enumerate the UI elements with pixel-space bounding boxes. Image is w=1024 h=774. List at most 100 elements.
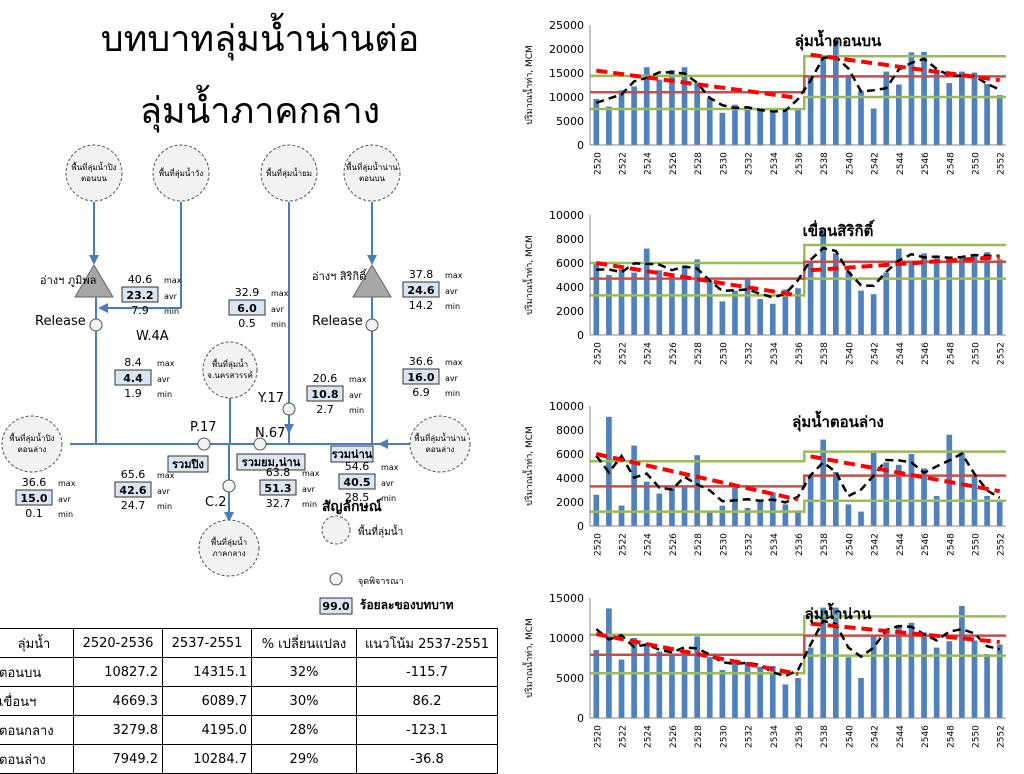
chart-bar xyxy=(933,258,940,335)
chart-bar xyxy=(921,632,927,718)
chart-bar xyxy=(681,67,688,145)
table-cell: 4195.0 xyxy=(162,715,252,745)
chart-bar xyxy=(996,499,1003,526)
chart-ytick: 4000 xyxy=(556,281,584,294)
chart-trend-line xyxy=(810,454,1001,494)
chart-moving-line xyxy=(596,246,1000,299)
table-cell: ตอนบน xyxy=(0,657,74,687)
stat-min-label: min xyxy=(157,390,172,399)
stat-max-value: 8.4 xyxy=(124,356,142,369)
chart-ytick: 15000 xyxy=(549,592,584,605)
table-cell: 7949.2 xyxy=(73,744,163,774)
chart-bar xyxy=(744,508,751,526)
chart-ytick: 6000 xyxy=(556,257,584,270)
chart-xtick: 2520 xyxy=(593,152,603,175)
basin-nan-upper-label: พื้นที่ลุ่มน้ำน่านตอนบน xyxy=(346,161,398,183)
chart-ylabel: ปริมาณน้ำท่า, MCM xyxy=(522,45,535,125)
chart-xtick: 2550 xyxy=(971,725,981,748)
chart-bar xyxy=(832,472,839,526)
chart-xtick: 2550 xyxy=(971,342,981,365)
chart-trend-line xyxy=(595,261,799,298)
table-cell: 30% xyxy=(251,686,357,716)
station-y17-label: Y.17 xyxy=(257,391,284,406)
chart-bar xyxy=(782,289,789,335)
stat-avr-label: avr xyxy=(349,391,363,400)
chart-bar xyxy=(757,666,764,718)
chart-bar xyxy=(959,71,965,145)
stat-max-label: max xyxy=(349,375,367,384)
chart-bar xyxy=(681,651,688,718)
stat-max-label: max xyxy=(381,463,399,472)
stat-max-value: 32.9 xyxy=(235,286,260,299)
chart-ylabel: ปริมาณน้ำท่า, MCM xyxy=(522,235,535,315)
release-point-bhumibol xyxy=(89,318,103,332)
table-cell: 29% xyxy=(251,744,357,774)
chart-bar xyxy=(996,644,1003,718)
stat-min-label: min xyxy=(157,502,172,511)
chart-bar xyxy=(908,52,915,145)
chart-bar xyxy=(593,264,600,335)
station-c2-point xyxy=(222,479,236,493)
chart-ytick: 10000 xyxy=(549,91,584,104)
stat-avr-label: avr xyxy=(157,375,171,384)
chart-bar xyxy=(946,641,953,718)
stat-avr-value: 10.8 xyxy=(311,388,338,401)
table-cell: 10827.2 xyxy=(73,657,163,687)
stat-max-label: max xyxy=(164,276,182,285)
chart-xtick: 2526 xyxy=(669,533,679,556)
chart-2: ปริมาณน้ำท่า, MCM 0 2000 4000 6000 8000 10000 2… xyxy=(522,400,1007,556)
chart-bar xyxy=(845,504,852,526)
stat-nan_lower: 36.6 max 16.0 avr 6.9 min xyxy=(402,355,463,399)
chart-ytick: 10000 xyxy=(549,209,584,222)
chart-trend-line xyxy=(595,632,799,676)
chart-bar xyxy=(643,643,650,718)
stat-avr-label: avr xyxy=(381,479,395,488)
chart-bar xyxy=(870,294,877,335)
stat-max-label: max xyxy=(157,359,175,368)
sirikit-label: อ่างฯ สิริกิติ์ xyxy=(312,268,368,283)
table-cell: -36.8 xyxy=(356,744,498,774)
chart-trend-line xyxy=(810,255,1000,273)
stat-avr-value: 42.6 xyxy=(119,484,146,497)
stat-avr-label: avr xyxy=(302,485,316,494)
chart-xtick: 2530 xyxy=(719,152,729,175)
basin-yom-label: พื้นที่ลุ่มน้ำยม xyxy=(266,167,312,178)
chart-xtick: 2542 xyxy=(871,725,881,748)
chart-trend-line xyxy=(810,621,1000,644)
chart-ytick: 4000 xyxy=(556,472,584,485)
chart-bar xyxy=(606,106,612,145)
chart-bar xyxy=(631,272,637,335)
chart-bar xyxy=(959,606,965,718)
chart-xtick: 2532 xyxy=(745,152,755,175)
table-row: ตอนล่าง 7949.2 10284.7 29% -36.8 xyxy=(0,744,498,774)
table-cell: 32% xyxy=(251,657,357,687)
release-label-sirikit: Release xyxy=(312,314,363,329)
chart-ytick: 10000 xyxy=(549,400,584,413)
chart-ytick: 25000 xyxy=(549,19,584,32)
chart-bar xyxy=(896,625,902,718)
stat-min-value: 0.1 xyxy=(25,507,43,520)
chart-sd-lower-line xyxy=(590,499,1006,513)
chart-title: เขื่อนสิริกิติ์ xyxy=(803,219,876,240)
stat-avr-label: avr xyxy=(271,305,285,314)
sum-nan-label: รวมน่าน xyxy=(332,448,373,461)
chart-bar xyxy=(807,77,814,145)
chart-bar xyxy=(744,662,751,718)
chart-xtick: 2532 xyxy=(745,533,755,556)
table-cell: เขื่อนฯ xyxy=(0,686,74,716)
table-cell: ตอนกลาง xyxy=(0,715,74,745)
chart-ytick: 8000 xyxy=(556,424,584,437)
chart-bar xyxy=(618,90,625,145)
chart-bar xyxy=(769,666,776,718)
chart-xtick: 2524 xyxy=(644,152,654,175)
chart-xtick: 2544 xyxy=(896,152,906,175)
stat-min-value: 28.5 xyxy=(345,491,370,504)
chart-bar xyxy=(908,454,915,526)
chart-bar xyxy=(795,108,801,145)
stat-min-value: 0.5 xyxy=(238,317,256,330)
table-cell: 3279.8 xyxy=(73,715,163,745)
chart-xtick: 2542 xyxy=(871,533,881,556)
stat-avr-box xyxy=(402,368,440,385)
stat-min-label: min xyxy=(302,500,317,509)
stat-avr-value: 4.4 xyxy=(123,372,143,385)
